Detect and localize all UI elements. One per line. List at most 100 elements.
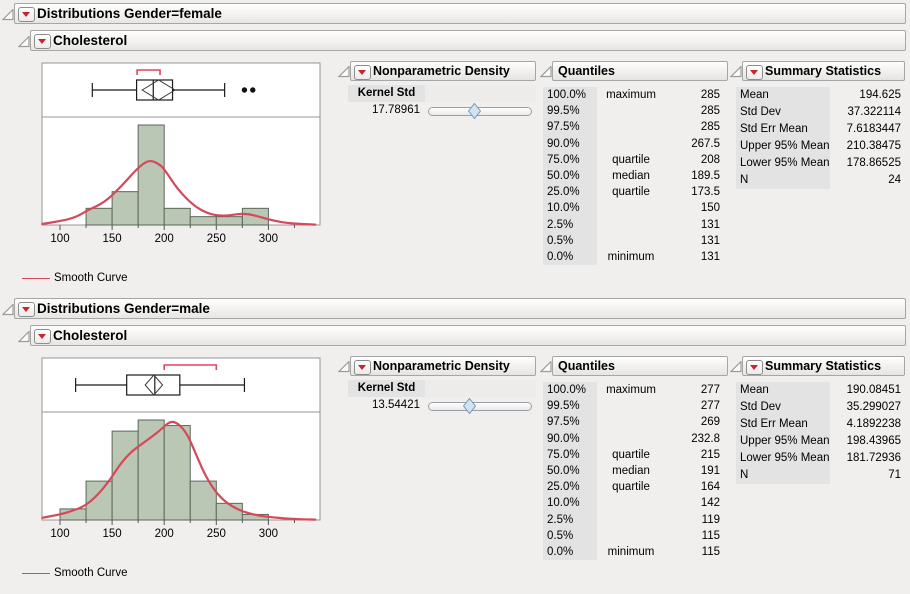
- legend-label: Smooth Curve: [54, 272, 128, 284]
- kernel-std-slider[interactable]: [428, 103, 532, 119]
- table-row: 97.5% 269: [543, 414, 723, 431]
- outline-header-distributions[interactable]: Distributions Gender=male: [14, 298, 906, 319]
- disclosure-triangle-icon[interactable]: [539, 360, 552, 373]
- variable-header-cholesterol[interactable]: Cholesterol: [30, 325, 906, 346]
- table-cell: 131: [700, 234, 720, 247]
- table-cell: 131: [700, 250, 720, 263]
- kernel-std-header-filler: [425, 380, 536, 397]
- table-cell: 35.299027: [846, 401, 901, 413]
- red-triangle-icon: [37, 334, 46, 339]
- table-cell: 2.5%: [543, 511, 597, 528]
- slider-thumb[interactable]: [468, 103, 482, 119]
- table-cell: Mean: [736, 87, 830, 104]
- variable-title: Cholesterol: [53, 33, 128, 48]
- red-triangle-menu-button[interactable]: [746, 360, 763, 375]
- table-row: 10.0% 150: [543, 200, 723, 217]
- outline-title: Distributions Gender=female: [37, 6, 222, 21]
- table-row: 50.0% median 191: [543, 462, 723, 480]
- table-row: 2.5% 131: [543, 216, 723, 233]
- red-triangle-menu-button[interactable]: [34, 34, 51, 49]
- panel-header-summary-statistics[interactable]: Summary Statistics: [742, 61, 905, 81]
- svg-text:300: 300: [259, 233, 278, 245]
- disclosure-triangle-icon[interactable]: [17, 330, 30, 343]
- disclosure-triangle-icon[interactable]: [539, 65, 552, 78]
- svg-text:150: 150: [103, 233, 122, 245]
- table-cell: quartile: [612, 186, 650, 199]
- panel-header-nonparametric-density[interactable]: Nonparametric Density: [350, 61, 536, 81]
- distribution-plot[interactable]: 100 150 200 250 300: [30, 352, 330, 582]
- panel-title: Nonparametric Density: [373, 64, 510, 78]
- table-row: Std Err Mean 7.6183447: [736, 121, 903, 138]
- table-row: Upper 95% Mean 198.43965: [736, 433, 903, 450]
- table-cell: 285: [700, 105, 720, 118]
- kernel-std-slider[interactable]: [428, 398, 532, 414]
- red-triangle-menu-button[interactable]: [354, 65, 371, 80]
- panel-header-nonparametric-density[interactable]: Nonparametric Density: [350, 356, 536, 376]
- variable-header-cholesterol[interactable]: Cholesterol: [30, 30, 906, 51]
- table-row: 97.5% 285: [543, 119, 723, 136]
- table-cell: 100.0%: [543, 382, 597, 399]
- table-cell: [597, 431, 665, 447]
- table-cell: 97.5%: [543, 119, 597, 136]
- table-cell: N: [736, 172, 830, 189]
- disclosure-triangle-icon[interactable]: [729, 65, 742, 78]
- table-cell: 285: [700, 121, 720, 134]
- outline-title: Distributions Gender=male: [37, 301, 210, 316]
- table-cell: Std Dev: [736, 399, 830, 416]
- table-cell: 50.0%: [543, 167, 597, 185]
- red-triangle-menu-button[interactable]: [34, 329, 51, 344]
- table-cell: minimum: [607, 250, 655, 263]
- disclosure-triangle-icon[interactable]: [337, 65, 350, 78]
- red-triangle-icon: [749, 365, 758, 370]
- table-cell: 164: [700, 481, 720, 494]
- table-cell: Lower 95% Mean: [736, 450, 830, 467]
- table-cell: [597, 512, 665, 528]
- svg-text:100: 100: [50, 233, 69, 245]
- disclosure-triangle-icon[interactable]: [1, 303, 14, 316]
- legend-line-swatch: [22, 572, 50, 574]
- table-cell: 99.5%: [543, 398, 597, 415]
- svg-text:150: 150: [103, 528, 122, 540]
- table-cell: Upper 95% Mean: [736, 433, 830, 450]
- red-triangle-menu-button[interactable]: [18, 302, 35, 317]
- table-row: 0.0% minimum 115: [543, 543, 723, 561]
- table-row: 2.5% 119: [543, 511, 723, 528]
- table-cell: 37.322114: [847, 106, 901, 118]
- slider-thumb[interactable]: [463, 398, 477, 414]
- disclosure-triangle-icon[interactable]: [337, 360, 350, 373]
- red-triangle-menu-button[interactable]: [18, 7, 35, 22]
- distribution-plot[interactable]: 100 150 200 250 300: [30, 57, 330, 287]
- table-cell: 0.5%: [543, 527, 597, 544]
- panel-header-quantiles[interactable]: Quantiles: [552, 356, 728, 376]
- table-row: Lower 95% Mean 178.86525: [736, 155, 903, 172]
- table-cell: 131: [700, 218, 720, 231]
- table-cell: [597, 136, 665, 152]
- table-row: 100.0% maximum 285: [543, 87, 723, 104]
- disclosure-triangle-icon[interactable]: [1, 8, 14, 21]
- red-triangle-menu-button[interactable]: [354, 360, 371, 375]
- red-triangle-menu-button[interactable]: [746, 65, 763, 80]
- table-cell: [597, 398, 665, 414]
- table-row: 25.0% quartile 173.5: [543, 184, 723, 201]
- panel-header-summary-statistics[interactable]: Summary Statistics: [742, 356, 905, 376]
- table-row: 75.0% quartile 215: [543, 446, 723, 463]
- disclosure-triangle-icon[interactable]: [17, 35, 30, 48]
- outline-header-distributions[interactable]: Distributions Gender=female: [14, 3, 906, 24]
- table-cell: 25.0%: [543, 479, 597, 496]
- slider-track[interactable]: [428, 402, 532, 411]
- table-cell: [597, 414, 665, 430]
- table-cell: 194.625: [859, 89, 901, 101]
- table-cell: 210.38475: [846, 140, 901, 152]
- kernel-std-header-cell: Kernel Std: [348, 85, 425, 102]
- table-cell: minimum: [607, 545, 655, 558]
- kernel-std-header-cell: Kernel Std: [348, 380, 425, 397]
- table-cell: 269: [700, 416, 720, 429]
- disclosure-triangle-icon[interactable]: [729, 360, 742, 373]
- table-row: 0.5% 131: [543, 232, 723, 249]
- panel-title: Summary Statistics: [765, 359, 882, 373]
- table-row: 90.0% 232.8: [543, 430, 723, 447]
- table-cell: 285: [700, 89, 720, 101]
- panel-header-quantiles[interactable]: Quantiles: [552, 61, 728, 81]
- table-cell: 119: [701, 513, 720, 526]
